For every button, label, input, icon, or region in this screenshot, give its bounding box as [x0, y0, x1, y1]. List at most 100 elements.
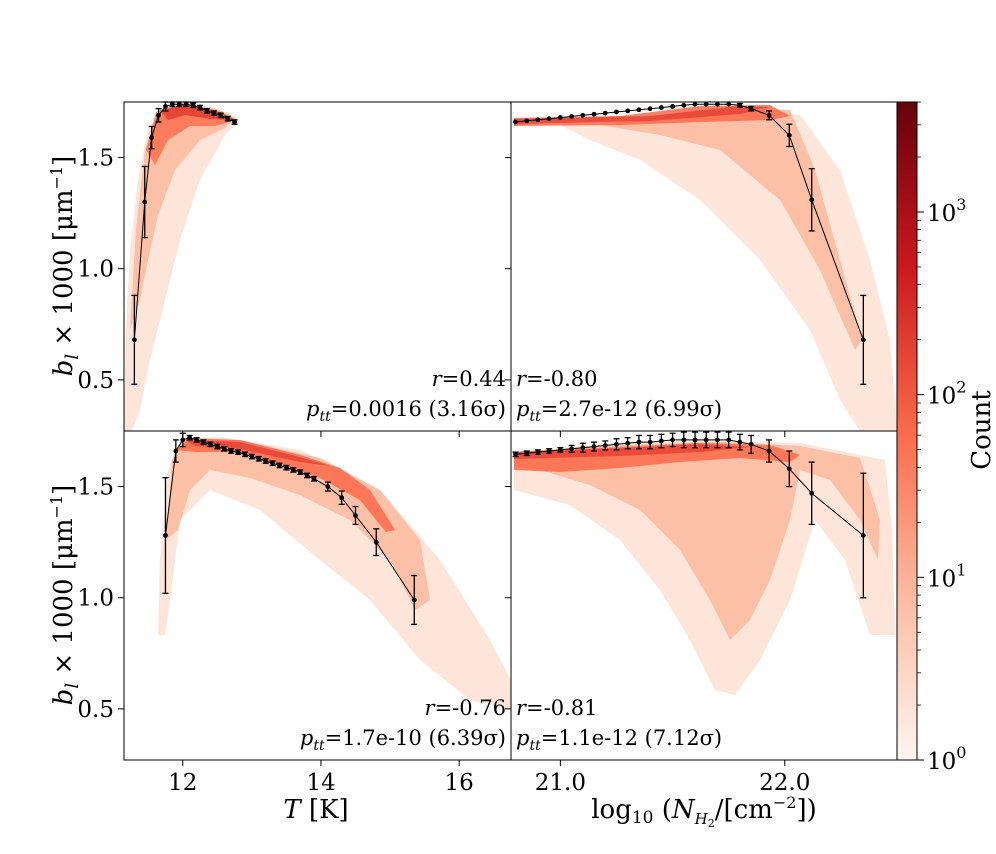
- colorbar-tick-label: 100: [927, 743, 966, 775]
- mean-point: [681, 437, 687, 443]
- mean-point: [311, 476, 317, 482]
- mean-point: [204, 108, 210, 114]
- mean-point: [809, 197, 815, 203]
- x-tick-label: 14: [306, 770, 335, 796]
- mean-point: [290, 467, 296, 473]
- mean-point: [235, 449, 241, 455]
- mean-point: [737, 102, 743, 108]
- heatmap-top-left: [124, 104, 238, 431]
- mean-point: [636, 107, 642, 113]
- mean-point: [163, 104, 168, 109]
- mean-point: [535, 117, 541, 123]
- mean-point: [131, 337, 137, 343]
- mean-point: [726, 437, 732, 443]
- panel-top-left: 0.5 1.0 1.5 r=0.44 ptt=0.0016 (3.16σ): [77, 101, 506, 437]
- density-low: [158, 437, 511, 710]
- y-tick-label: 1.0: [77, 257, 114, 283]
- mean-point: [591, 444, 597, 449]
- mean-point: [297, 469, 303, 475]
- mean-point: [569, 446, 574, 452]
- y-tick-label: 1.5: [77, 475, 114, 501]
- colorbar: [896, 101, 918, 761]
- mean-point: [766, 112, 772, 118]
- density-mid: [514, 442, 880, 640]
- mean-point: [339, 495, 345, 501]
- colorbar-tick-label: 103: [927, 195, 966, 227]
- mean-point: [546, 116, 552, 122]
- mean-point: [197, 105, 203, 110]
- x-tick-label: 22.0: [759, 770, 810, 796]
- colorbar-label: Count: [967, 390, 996, 470]
- mean-point: [860, 337, 866, 343]
- mean-point: [173, 448, 179, 454]
- mean-point: [786, 132, 792, 138]
- mean-point: [353, 513, 358, 518]
- colorbar-tick-label: 102: [927, 378, 966, 410]
- mean-point: [228, 448, 234, 454]
- mean-point: [190, 102, 196, 108]
- y-tick-label: 0.5: [77, 697, 114, 723]
- mean-point: [513, 119, 518, 125]
- mean-point: [647, 106, 653, 112]
- stat-p-label: ptt=1.1e-12 (7.12σ): [516, 726, 722, 754]
- stat-p-label: ptt=0.0016 (3.16σ): [306, 397, 506, 425]
- mean-point: [591, 111, 597, 117]
- mean-point: [256, 456, 262, 462]
- mean-point: [211, 110, 217, 116]
- mean-point: [249, 454, 255, 459]
- mean-point: [614, 109, 619, 115]
- stat-r-label: r=-0.81: [516, 696, 598, 720]
- panel-top-right: r=-0.80 ptt=2.7e-12 (6.99σ): [505, 101, 867, 437]
- mean-point: [263, 458, 269, 464]
- stat-r-label: r=0.44: [432, 367, 506, 391]
- mean-point: [524, 118, 530, 124]
- mean-point: [535, 449, 541, 455]
- panel-bottom-left: 0.5 1.0 1.5 12 14 16 r=-0.76 ptt=1.7e-10 (6.39σ…: [77, 432, 507, 796]
- density-low: [560, 110, 897, 431]
- mean-point: [614, 441, 619, 447]
- mean-point: [149, 135, 155, 140]
- density-mid: [600, 110, 862, 350]
- mean-point: [557, 115, 563, 120]
- x-tick-label: 12: [168, 770, 197, 796]
- mean-point: [176, 101, 182, 107]
- mean-point: [737, 439, 743, 445]
- mean-point: [142, 199, 148, 205]
- heatmap-bottom-right: [514, 440, 895, 695]
- mean-point: [169, 101, 175, 107]
- mean-point: [692, 437, 698, 443]
- mean-point: [270, 460, 275, 466]
- mean-point: [242, 451, 248, 457]
- mean-point: [670, 104, 675, 109]
- mean-point: [658, 105, 664, 110]
- mean-point: [207, 441, 213, 447]
- mean-point: [636, 439, 642, 445]
- x-tick-label: 16: [445, 770, 474, 796]
- colorbar-tick-label: 101: [927, 560, 966, 592]
- stat-r-label: r=-0.80: [516, 367, 598, 391]
- mean-point: [692, 101, 698, 107]
- stat-r-label: r=-0.76: [425, 696, 507, 720]
- x-tick-label: 21.0: [535, 770, 586, 796]
- mean-point: [214, 444, 220, 449]
- mean-point: [524, 450, 530, 456]
- mean-point: [580, 112, 586, 118]
- mean-point: [546, 448, 552, 454]
- x-axis-label-left: T [K]: [283, 795, 348, 825]
- mean-point: [373, 539, 379, 545]
- mean-point: [625, 440, 631, 446]
- y-tick-label: 1.5: [77, 146, 114, 172]
- y-axis-label-top: bl × 1000 [μm−1]: [47, 156, 83, 377]
- mean-point: [411, 597, 417, 603]
- mean-point: [163, 533, 168, 538]
- density-peak: [160, 104, 236, 120]
- mean-point: [703, 101, 709, 107]
- mean-point: [726, 101, 732, 107]
- mean-point: [658, 438, 664, 444]
- mean-point: [602, 110, 608, 116]
- mean-point: [748, 106, 754, 112]
- y-tick-label: 0.5: [77, 368, 114, 394]
- mean-point: [860, 533, 866, 538]
